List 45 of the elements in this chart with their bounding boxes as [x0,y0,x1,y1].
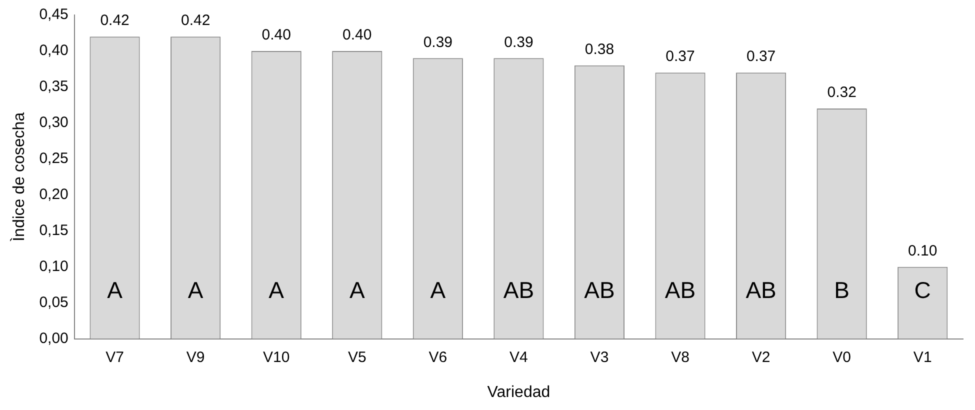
x-tick-label: V2 [752,348,770,366]
data-label: 0.42 [100,12,130,30]
data-label: 0.38 [584,41,614,58]
y-tick-label: 0,35 [39,78,68,96]
y-tick-label: 0,15 [39,222,68,240]
y-tick-label: 0,20 [39,186,68,204]
annotation: B [834,277,850,304]
data-label: 0.37 [666,48,695,66]
data-label: 0.40 [262,26,291,44]
data-label: 0.37 [746,48,776,66]
annotation: AB [664,277,696,304]
data-label: 0.40 [342,26,372,44]
annotation: A [268,277,285,304]
y-tick-label: 0,05 [39,294,68,311]
x-tick-label: V5 [348,348,366,366]
y-tick-label: 0,30 [39,114,68,132]
y-tick-label: 0,10 [39,258,68,275]
x-tick-label: V6 [428,348,448,366]
y-axis-title: Ìndice de cosecha [10,112,28,242]
annotation: AB [503,277,534,304]
data-label: 0.32 [827,84,856,102]
x-tick-label: V1 [913,348,932,366]
x-axis-title: Variedad [487,384,550,401]
x-tick-label: V8 [671,348,690,366]
annotation: A [107,277,124,304]
annotation: A [430,277,446,304]
x-tick-label: V4 [510,348,528,366]
y-tick-label: 0,25 [39,150,68,168]
data-label: 0.39 [423,34,453,51]
x-tick-label: V3 [590,348,609,366]
x-tick-label: V7 [106,348,124,366]
annotation: A [349,277,366,304]
y-tick-label: 0,40 [39,42,68,60]
y-tick-label: 0,00 [39,330,68,347]
annotation: A [188,277,204,304]
x-tick-label: V9 [186,348,205,366]
x-tick-label: V0 [832,348,852,366]
data-label: 0.39 [504,34,534,51]
annotation: C [914,277,931,304]
x-tick-label: V10 [263,348,290,366]
annotation: AB [584,277,615,304]
data-label: 0.10 [908,242,938,260]
y-tick-label: 0,45 [39,6,68,24]
annotation: AB [746,277,776,304]
data-label: 0.42 [180,12,210,30]
